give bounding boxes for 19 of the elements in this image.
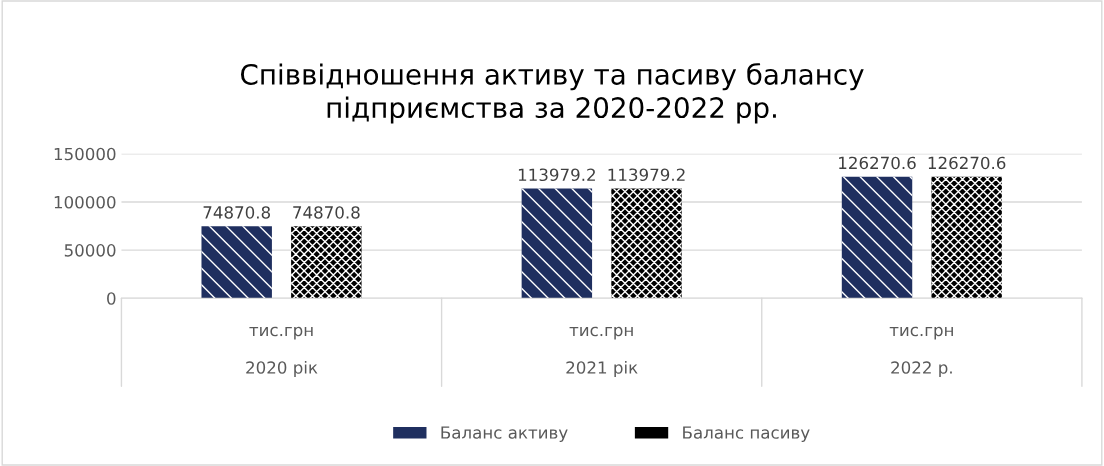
data-label: 113979.2	[518, 168, 595, 182]
text: 2022 р.	[891, 361, 952, 378]
y-tick-label: 0	[107, 292, 116, 305]
legend-label: Баланс активу	[441, 426, 568, 443]
data-label: 126270.6	[928, 156, 1006, 170]
text: 2021 рік	[566, 360, 638, 378]
x-tick-label: тис.грн	[889, 326, 953, 340]
chart-title: Співвідношення активу та пасиву балансу підприємства за 2020-2022 рр.	[241, 62, 864, 124]
data-label: 126270.6	[839, 156, 916, 170]
x-tick-label: тис.грн	[249, 326, 313, 340]
text: 2020 рік	[246, 360, 318, 378]
x-tick-label: тис.грн	[569, 326, 633, 340]
y-tick-label: 50000	[64, 244, 116, 257]
data-label: 113979.2	[608, 168, 685, 182]
data-label: 74870.8	[203, 206, 271, 219]
y-tick-label: 100000	[54, 195, 116, 209]
data-label: 74870.8	[293, 206, 360, 219]
y-tick-label: 150000	[54, 147, 116, 161]
legend-label: Баланс пасиву	[683, 426, 810, 443]
